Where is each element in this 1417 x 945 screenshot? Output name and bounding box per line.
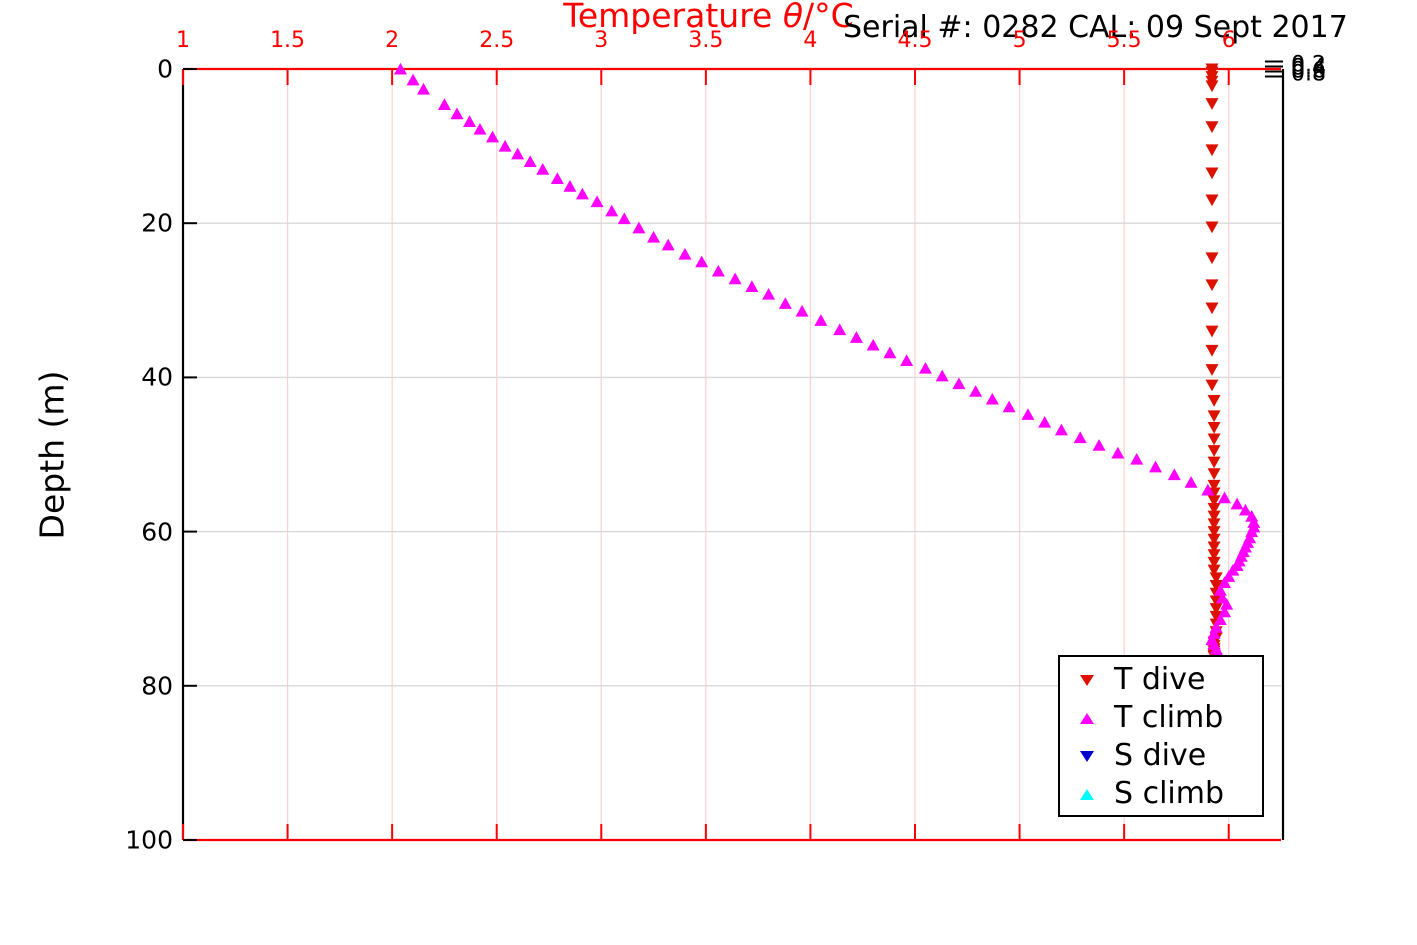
x-tick-label: 2.5: [479, 28, 515, 53]
legend-label-t-climb: T climb: [1114, 700, 1224, 735]
secondary-y-tick-label: 0.6: [1291, 58, 1326, 83]
chart-title: Temperature θ/°C: [0, 0, 1417, 36]
x-tick-label: 1: [176, 28, 190, 53]
secondary-y-tick-label: 0.2: [1291, 52, 1326, 77]
secondary-y-tick-label: 0.8: [1291, 61, 1326, 86]
legend-label-s-dive: S dive: [1114, 738, 1207, 773]
s-dive-marker-icon: [1060, 750, 1114, 762]
y-tick-label: 20: [141, 208, 173, 238]
series-t-dive: [1205, 63, 1223, 663]
y-axis-label: Depth (m): [32, 370, 72, 540]
series-t-climb: [394, 62, 1261, 663]
x-tick-label: 1.5: [270, 28, 306, 53]
t-dive-marker-icon: [1060, 674, 1114, 686]
y-tick-label: 40: [141, 362, 173, 392]
s-climb-marker-icon: [1060, 788, 1114, 800]
legend[interactable]: T dive T climb S dive S climb: [1058, 655, 1264, 817]
secondary-y-tick-label: 0.4: [1291, 55, 1326, 80]
y-tick-label: 0: [157, 54, 173, 84]
data-series-layer: [394, 62, 1261, 663]
x-tick-label: 3.5: [688, 28, 724, 53]
x-tick-label: 4: [803, 28, 818, 53]
chart-title-theta: θ: [782, 0, 804, 35]
y-tick-label: 80: [141, 671, 173, 701]
legend-item-s-climb[interactable]: S climb: [1060, 775, 1262, 813]
x-tick-label: 2: [385, 28, 400, 53]
x-tick-label: 6: [1221, 28, 1236, 53]
axis-lines: [181, 60, 1285, 842]
y-tick-label: 100: [125, 825, 173, 855]
x-tick-label: 3: [594, 28, 609, 53]
chart-title-pre: Temperature: [563, 0, 783, 35]
legend-item-t-climb[interactable]: T climb: [1060, 699, 1262, 737]
legend-item-t-dive[interactable]: T dive: [1060, 661, 1262, 699]
legend-label-s-climb: S climb: [1114, 776, 1225, 811]
t-climb-marker-icon: [1060, 712, 1114, 724]
x-tick-label: 4.5: [897, 28, 933, 53]
x-tick-label: 5: [1012, 28, 1027, 53]
legend-label-t-dive: T dive: [1114, 662, 1206, 697]
chart-title-post: /°C: [803, 0, 854, 35]
serial-cal-annotation: Serial #: 0282 CAL: 09 Sept 2017: [843, 10, 1348, 45]
y-tick-label: 60: [141, 517, 173, 547]
grid-lines: [182, 69, 1281, 840]
x-tick-label: 5.5: [1106, 28, 1142, 53]
legend-item-s-dive[interactable]: S dive: [1060, 737, 1262, 775]
